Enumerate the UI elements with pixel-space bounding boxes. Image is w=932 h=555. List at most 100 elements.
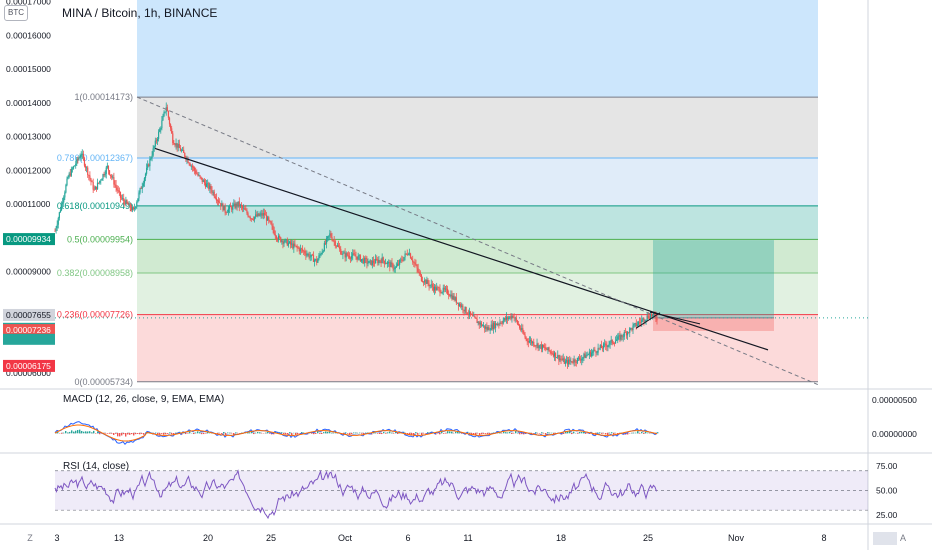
candle-body bbox=[115, 185, 116, 188]
candle-body bbox=[352, 253, 353, 256]
macd-bar bbox=[73, 432, 74, 434]
macd-bar bbox=[141, 433, 142, 434]
candle-body bbox=[428, 284, 429, 287]
candle-body bbox=[129, 204, 130, 205]
candle-body bbox=[313, 255, 314, 262]
candle-body bbox=[332, 240, 333, 241]
candle-body bbox=[476, 319, 477, 323]
candle-body bbox=[628, 332, 629, 333]
candle-body bbox=[524, 335, 525, 338]
candle-body bbox=[605, 344, 606, 346]
macd-bar bbox=[481, 433, 482, 434]
macd-bar bbox=[257, 432, 258, 433]
macd-bar bbox=[75, 431, 76, 434]
candle-body bbox=[442, 292, 443, 293]
candle-body bbox=[277, 239, 278, 240]
macd-bar bbox=[541, 432, 542, 433]
candle-body bbox=[183, 150, 184, 153]
y-tick-label: 0.00011000 bbox=[6, 199, 51, 209]
candle-body bbox=[86, 168, 87, 169]
candle-body bbox=[66, 179, 67, 185]
candle-body bbox=[228, 209, 229, 212]
candle-body bbox=[327, 236, 328, 238]
candle-body bbox=[310, 257, 311, 258]
candle-body bbox=[179, 144, 180, 148]
macd-bar bbox=[321, 433, 322, 434]
macd-bar bbox=[547, 432, 548, 433]
candle-body bbox=[172, 133, 173, 143]
candle-body bbox=[145, 174, 146, 178]
candle-body bbox=[153, 148, 154, 155]
candle-body bbox=[94, 190, 95, 191]
candle-body bbox=[113, 177, 114, 184]
candle-body bbox=[607, 345, 608, 347]
macd-bar bbox=[511, 433, 512, 434]
candle-body bbox=[571, 361, 572, 362]
candle-body bbox=[233, 204, 234, 206]
candle-body bbox=[602, 348, 603, 349]
macd-bar bbox=[297, 433, 298, 434]
candle-body bbox=[202, 178, 203, 182]
candle-body bbox=[505, 318, 506, 320]
candle-body bbox=[401, 260, 402, 261]
candle-body bbox=[445, 289, 446, 290]
macd-bar bbox=[119, 433, 120, 436]
candle-body bbox=[446, 289, 447, 290]
candle-body bbox=[359, 255, 360, 256]
candle-body bbox=[380, 261, 381, 263]
candle-body bbox=[468, 314, 469, 315]
candle-body bbox=[377, 260, 378, 263]
candle-body bbox=[177, 143, 178, 147]
candle-body bbox=[241, 205, 242, 206]
macd-bar bbox=[169, 432, 170, 433]
macd-bar bbox=[229, 433, 230, 434]
candle-body bbox=[639, 322, 640, 323]
candle-body bbox=[90, 179, 91, 182]
candle-body bbox=[324, 243, 325, 251]
candle-body bbox=[109, 170, 110, 174]
candle-body bbox=[144, 178, 145, 183]
candle-body bbox=[386, 263, 387, 264]
macd-bar bbox=[71, 430, 72, 433]
candle-body bbox=[282, 241, 283, 244]
candle-body bbox=[506, 317, 507, 320]
candle-body bbox=[564, 358, 565, 363]
candle-body bbox=[246, 210, 247, 213]
macd-bar bbox=[199, 432, 200, 433]
candle-body bbox=[500, 323, 501, 324]
macd-bar bbox=[171, 433, 172, 434]
macd-bar bbox=[379, 433, 380, 434]
candle-body bbox=[612, 340, 613, 344]
candle-body bbox=[594, 350, 595, 351]
currency-badge[interactable]: BTC bbox=[4, 5, 28, 21]
candle-body bbox=[79, 157, 80, 158]
candle-body bbox=[603, 344, 604, 349]
macd-bar bbox=[519, 433, 520, 434]
candle-body bbox=[222, 204, 223, 211]
macd-bar bbox=[87, 431, 88, 433]
candle-body bbox=[399, 260, 400, 265]
candle-body bbox=[611, 340, 612, 342]
macd-bar bbox=[65, 431, 66, 433]
price-label: 0.00007655 bbox=[6, 310, 51, 320]
candle-body bbox=[544, 347, 545, 348]
candle-body bbox=[426, 280, 427, 284]
candle-body bbox=[146, 168, 147, 174]
macd-bar bbox=[517, 433, 518, 434]
candle-body bbox=[462, 306, 463, 310]
candle-body bbox=[317, 259, 318, 262]
candle-body bbox=[201, 177, 202, 178]
candle-body bbox=[443, 288, 444, 292]
macd-bar bbox=[381, 433, 382, 434]
macd-bar bbox=[189, 432, 190, 434]
candle-body bbox=[630, 328, 631, 329]
candle-body bbox=[627, 332, 628, 335]
candle-body bbox=[288, 243, 289, 246]
candle-body bbox=[319, 254, 320, 255]
macd-bar bbox=[113, 433, 114, 435]
candle-body bbox=[461, 306, 462, 307]
x-tick-label: 6 bbox=[405, 533, 410, 543]
candle-body bbox=[492, 325, 493, 330]
